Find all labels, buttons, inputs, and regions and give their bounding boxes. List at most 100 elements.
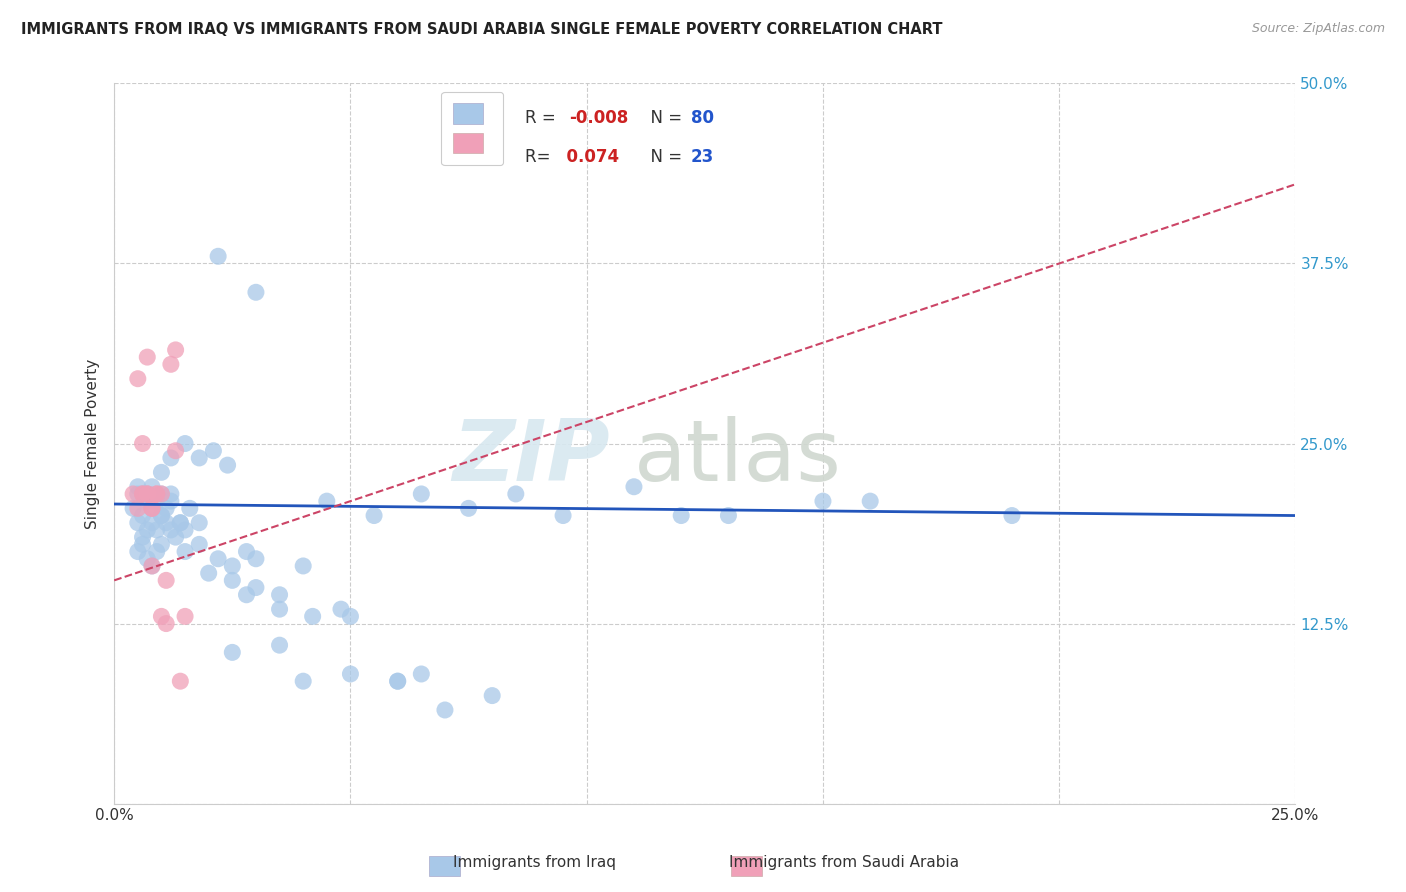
Point (160, 494, 183, 508)
Point (217, 458, 239, 472)
Point (127, 544, 149, 558)
Text: Immigrants from Saudi Arabia: Immigrants from Saudi Arabia (728, 855, 959, 870)
Point (122, 501, 145, 516)
Point (145, 487, 167, 501)
Text: 23: 23 (690, 148, 714, 166)
Point (141, 516, 163, 530)
Point (136, 551, 159, 566)
Text: Immigrants from Iraq: Immigrants from Iraq (453, 855, 616, 870)
Point (150, 466, 173, 480)
Point (221, 645, 243, 659)
Point (150, 487, 173, 501)
Point (235, 588, 257, 602)
Point (623, 480, 645, 494)
Point (174, 544, 197, 558)
Point (202, 443, 225, 458)
Point (145, 544, 167, 558)
Point (169, 516, 191, 530)
Point (136, 487, 159, 501)
Point (160, 487, 183, 501)
Point (174, 523, 197, 537)
Point (122, 487, 145, 501)
Point (551, 508, 574, 523)
Legend: , : , (441, 92, 503, 165)
Point (221, 574, 243, 588)
Point (188, 516, 211, 530)
Text: R =: R = (526, 109, 561, 127)
Point (169, 674, 191, 689)
Point (155, 516, 177, 530)
Point (150, 609, 173, 624)
Point (141, 501, 163, 516)
Point (481, 689, 503, 703)
Point (131, 487, 153, 501)
Point (315, 494, 337, 508)
Point (717, 508, 740, 523)
Text: atlas: atlas (634, 417, 842, 500)
Text: IMMIGRANTS FROM IRAQ VS IMMIGRANTS FROM SAUDI ARABIA SINGLE FEMALE POVERTY CORRE: IMMIGRANTS FROM IRAQ VS IMMIGRANTS FROM … (21, 22, 942, 37)
Point (150, 537, 173, 551)
Point (131, 537, 153, 551)
Point (859, 494, 882, 508)
Point (339, 609, 361, 624)
Point (669, 508, 692, 523)
Text: 0.074: 0.074 (555, 148, 619, 166)
Point (127, 487, 149, 501)
Point (169, 516, 191, 530)
Point (141, 501, 163, 516)
Point (141, 501, 163, 516)
Point (339, 667, 361, 681)
Point (179, 501, 201, 516)
Point (174, 436, 197, 450)
Point (155, 574, 177, 588)
Point (136, 523, 159, 537)
Point (127, 480, 149, 494)
Point (188, 450, 211, 465)
Point (505, 487, 527, 501)
Point (411, 667, 433, 681)
Point (127, 372, 149, 386)
Point (131, 487, 153, 501)
Point (145, 487, 167, 501)
Point (160, 450, 183, 465)
Point (330, 602, 353, 616)
Point (145, 523, 167, 537)
Point (136, 350, 159, 364)
Point (235, 544, 257, 558)
Point (269, 602, 291, 616)
Point (136, 494, 159, 508)
Point (160, 357, 183, 371)
Point (155, 616, 177, 631)
Text: Source: ZipAtlas.com: Source: ZipAtlas.com (1251, 22, 1385, 36)
Point (363, 508, 385, 523)
Point (188, 537, 211, 551)
Point (150, 487, 173, 501)
Point (1001, 508, 1024, 523)
Point (160, 523, 183, 537)
Point (207, 249, 229, 263)
Point (292, 558, 315, 573)
Point (141, 558, 163, 573)
Point (245, 581, 267, 595)
Text: N =: N = (640, 109, 688, 127)
Point (207, 551, 229, 566)
Point (150, 508, 173, 523)
Point (131, 508, 153, 523)
Point (387, 674, 409, 689)
Point (141, 558, 163, 573)
Point (269, 638, 291, 652)
Point (136, 487, 159, 501)
Point (165, 343, 187, 357)
Point (174, 609, 197, 624)
Point (221, 558, 243, 573)
Point (165, 530, 187, 544)
Text: 80: 80 (690, 109, 714, 127)
Point (387, 674, 409, 689)
Point (131, 530, 153, 544)
Point (433, 703, 456, 717)
Point (269, 588, 291, 602)
Point (245, 551, 267, 566)
Point (155, 501, 177, 516)
Point (292, 674, 315, 689)
Point (197, 566, 219, 581)
